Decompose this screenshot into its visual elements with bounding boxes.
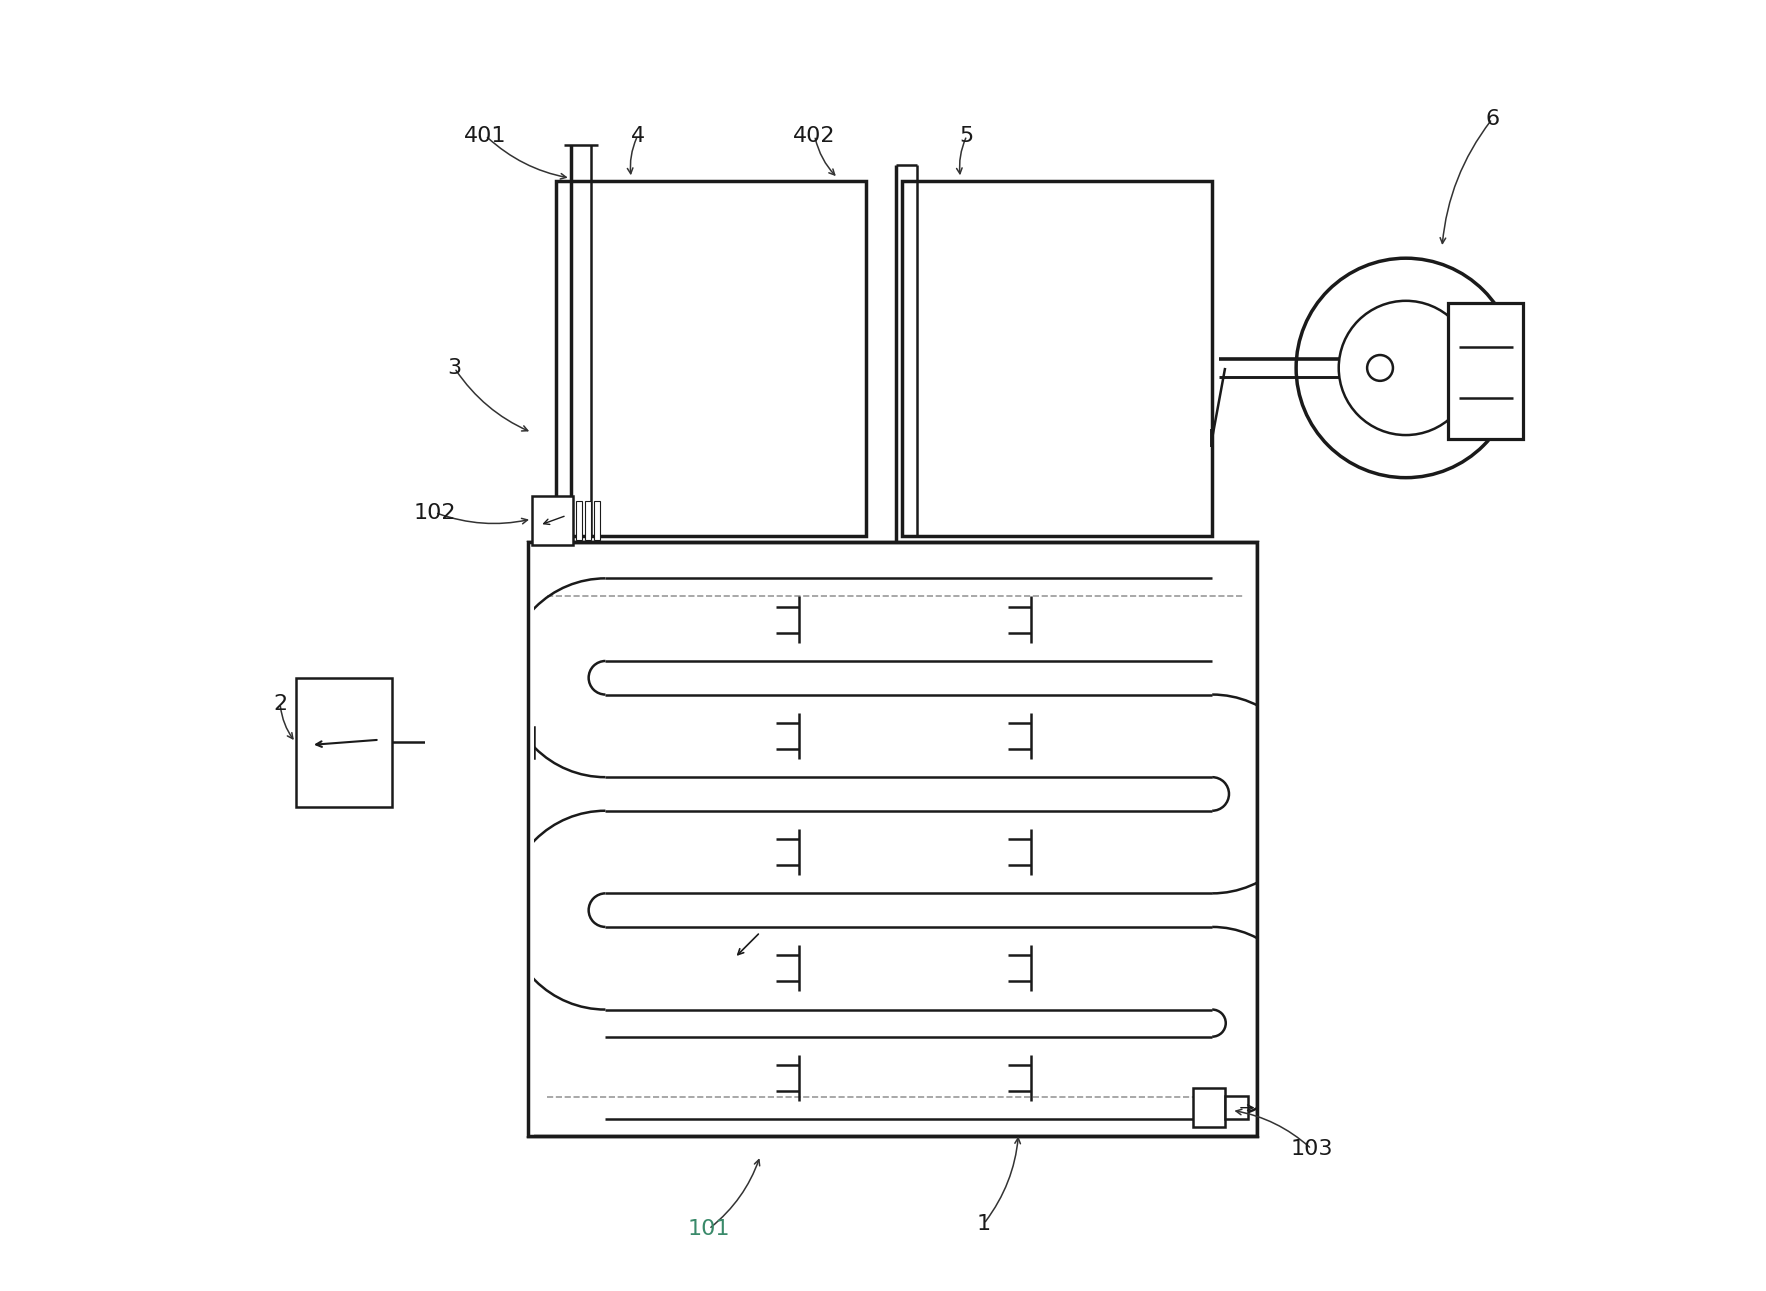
Text: 4: 4 [630, 125, 645, 146]
Text: 401: 401 [464, 125, 507, 146]
Text: 102: 102 [413, 502, 456, 523]
Text: 5: 5 [959, 125, 975, 146]
Bar [532, 496, 574, 545]
Text: 101: 101 [687, 1219, 729, 1239]
Bar [519, 727, 535, 758]
Bar [528, 542, 1257, 1136]
Text: 6: 6 [1485, 108, 1499, 129]
Bar [556, 181, 865, 536]
Bar [1226, 1096, 1249, 1119]
Circle shape [1339, 301, 1473, 435]
Bar [576, 501, 583, 540]
Bar [1448, 303, 1524, 439]
Circle shape [1296, 258, 1515, 478]
Text: 103: 103 [1291, 1139, 1333, 1159]
Bar [1192, 1088, 1226, 1127]
Bar [528, 542, 1257, 1136]
Bar [585, 501, 592, 540]
Bar [1259, 542, 1362, 1136]
Bar [902, 181, 1211, 536]
Bar [295, 678, 392, 807]
Text: 1: 1 [977, 1214, 991, 1234]
Circle shape [1367, 355, 1393, 381]
Bar [593, 501, 600, 540]
Text: 3: 3 [447, 358, 461, 378]
Text: 402: 402 [793, 125, 835, 146]
Text: 2: 2 [274, 693, 288, 714]
Bar [424, 542, 535, 1136]
